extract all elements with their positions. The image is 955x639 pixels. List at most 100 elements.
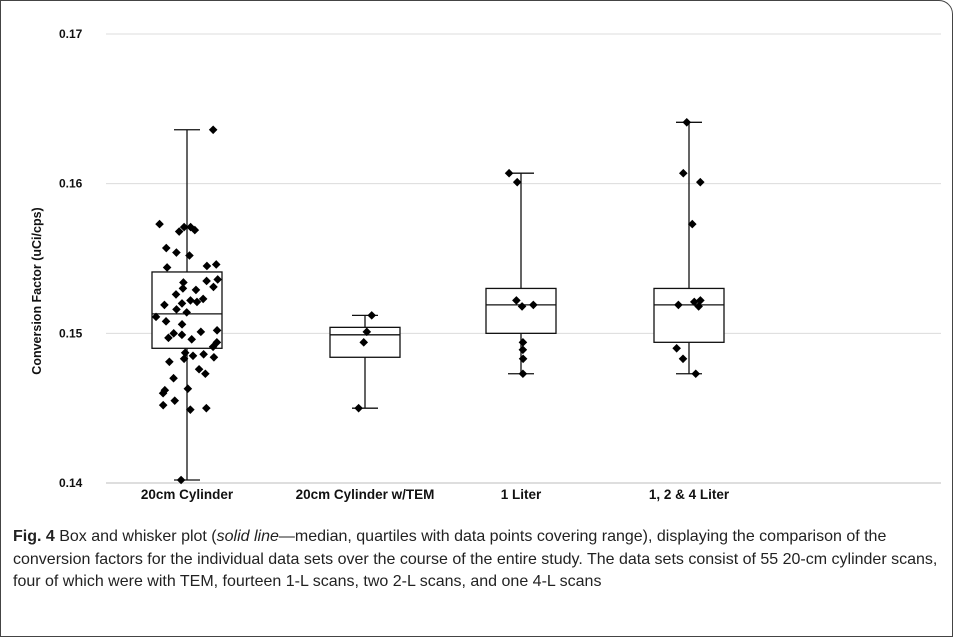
data-point — [196, 327, 206, 337]
data-point — [362, 327, 372, 337]
caption-label: Fig. 4 — [13, 528, 55, 545]
data-point — [158, 400, 168, 410]
data-point — [209, 352, 219, 362]
caption-italic: solid line — [216, 528, 279, 545]
category-label: 20cm Cylinder — [141, 487, 234, 502]
data-point — [694, 302, 703, 311]
data-point — [169, 329, 179, 338]
data-point — [179, 354, 189, 364]
data-point — [170, 396, 180, 405]
data-point — [517, 302, 527, 311]
gridlines — [106, 33, 941, 484]
data-point — [679, 168, 688, 178]
data-point — [192, 297, 202, 307]
data-point — [161, 243, 171, 253]
data-point — [160, 300, 169, 310]
box-group — [485, 172, 557, 375]
data-point — [151, 312, 161, 322]
box-group — [329, 314, 401, 409]
data-point — [695, 177, 705, 187]
data-point — [186, 296, 195, 305]
data-point — [180, 348, 190, 358]
data-point — [691, 369, 701, 379]
data-point — [165, 357, 174, 367]
data-point — [191, 285, 201, 295]
data-point — [172, 248, 181, 257]
data-point — [177, 299, 187, 308]
data-point — [172, 305, 181, 314]
data-point — [178, 284, 188, 293]
data-point — [212, 326, 222, 335]
y-tick-label: 0.17 — [59, 27, 83, 41]
data-point — [518, 354, 528, 364]
data-point — [187, 335, 197, 344]
data-point — [359, 338, 369, 347]
data-point — [171, 290, 181, 299]
caption-text-before: Box and whisker plot ( — [54, 528, 217, 545]
caption-text-after: —median, quartiles with data points cove… — [13, 528, 938, 590]
data-point — [367, 311, 377, 320]
box-iqr — [653, 287, 725, 343]
data-point — [164, 333, 173, 343]
data-point — [202, 403, 211, 413]
data-point — [199, 349, 208, 359]
box-iqr — [485, 287, 557, 334]
data-point — [185, 251, 194, 260]
data-point — [209, 282, 218, 292]
data-point — [194, 364, 204, 374]
category-label: 1, 2 & 4 Liter — [649, 487, 730, 502]
data-point — [188, 351, 198, 361]
data-point — [179, 278, 188, 287]
data-point — [354, 403, 363, 413]
data-point — [201, 369, 210, 379]
data-point — [518, 345, 528, 355]
boxes — [151, 121, 725, 481]
data-point — [161, 317, 171, 326]
data-point — [177, 320, 187, 329]
data-point — [689, 297, 699, 307]
data-point — [504, 168, 514, 178]
data-point — [186, 405, 195, 414]
y-tick-label: 0.14 — [59, 476, 83, 490]
category-label: 20cm Cylinder w/TEM — [296, 487, 435, 502]
data-point — [208, 125, 218, 135]
data-point — [211, 260, 221, 269]
data-point — [212, 338, 222, 347]
data-point — [529, 300, 538, 310]
data-point — [208, 342, 218, 352]
data-point — [179, 222, 189, 232]
y-tick-label: 0.16 — [59, 177, 83, 191]
data-point — [183, 384, 193, 394]
data-point — [174, 227, 184, 236]
data-point — [155, 219, 164, 229]
data-point — [512, 177, 522, 187]
data-point — [202, 276, 211, 286]
box-group — [151, 129, 223, 481]
data-point — [678, 354, 688, 364]
data-point — [162, 263, 172, 272]
data-point — [177, 330, 187, 340]
category-labels: 20cm Cylinder 20cm Cylinder w/TEM 1 Liter 1… — [141, 487, 730, 502]
figure-caption: Fig. 4 Box and whisker plot (solid line—… — [13, 526, 943, 594]
data-point — [213, 275, 223, 284]
data-point — [672, 344, 681, 353]
data-point — [198, 294, 208, 304]
box-plot-chart: 0.14 0.15 0.16 0.17 Conversion Factor (uCi/… — [30, 27, 941, 502]
data-point — [176, 475, 186, 485]
data-point — [518, 338, 528, 347]
y-tick-label: 0.15 — [59, 326, 83, 340]
category-label: 1 Liter — [501, 487, 542, 502]
data-point — [182, 308, 192, 317]
data-point — [518, 369, 528, 379]
data-point — [512, 296, 521, 305]
data-point — [674, 300, 683, 310]
data-point — [169, 373, 178, 383]
data-point — [190, 225, 200, 235]
data-point — [158, 388, 168, 398]
data-point — [202, 261, 212, 271]
y-axis-ticks: 0.14 0.15 0.16 0.17 — [59, 27, 83, 490]
data-point — [687, 219, 697, 229]
data-point — [682, 118, 692, 127]
box-group — [653, 121, 725, 375]
